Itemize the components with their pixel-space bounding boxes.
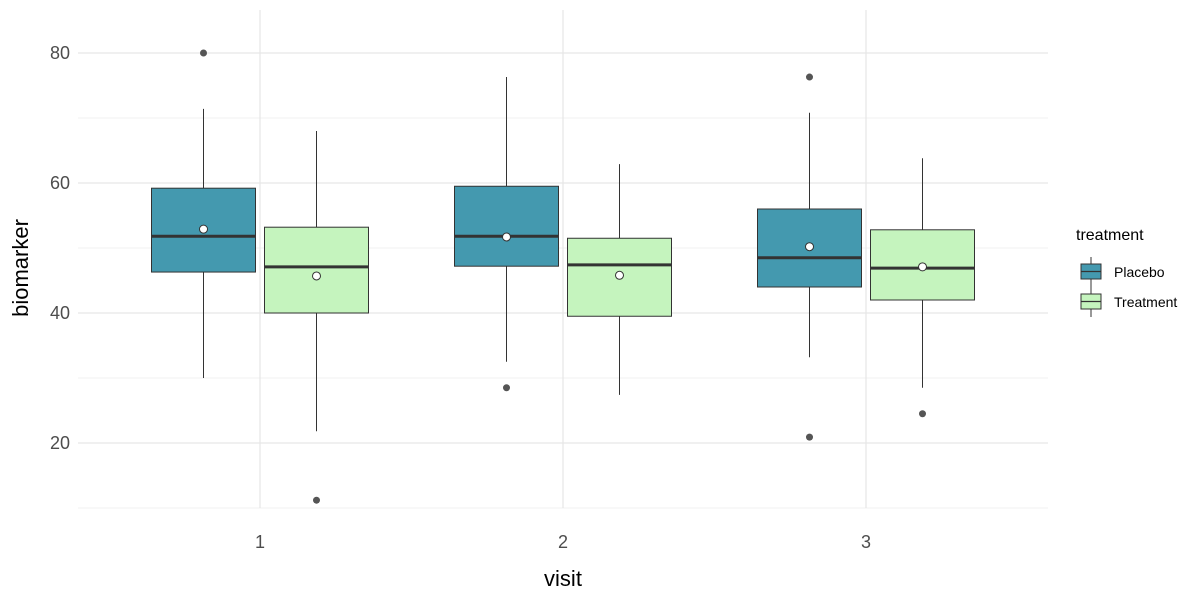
y-tick-label: 80 [50, 43, 70, 63]
mean-point [502, 232, 511, 242]
box [264, 226, 369, 314]
x-tick-label: 2 [558, 532, 568, 552]
mean-point [805, 242, 814, 252]
box-placebo-visit-2 [454, 77, 559, 392]
y-tick-label: 40 [50, 303, 70, 323]
y-axis-label: biomarker [8, 219, 33, 317]
box-treatment-visit-3 [870, 158, 975, 418]
x-axis-label: visit [544, 566, 582, 591]
box-treatment-visit-1 [264, 131, 369, 504]
legend: treatment Placebo Treatment [1076, 227, 1177, 317]
box-placebo-visit-3 [757, 73, 862, 441]
outlier-point [200, 49, 207, 57]
x-tick-label: 3 [861, 532, 871, 552]
outlier-point [806, 433, 813, 441]
y-tick-label: 20 [50, 433, 70, 453]
legend-label: Placebo [1114, 264, 1165, 280]
outlier-point [503, 384, 510, 392]
y-tick-label: 60 [50, 173, 70, 193]
outlier-point [313, 496, 320, 504]
legend-label: Treatment [1114, 294, 1177, 310]
legend-item-treatment: Treatment [1080, 287, 1177, 317]
legend-item-placebo: Placebo [1080, 257, 1165, 287]
boxes [151, 49, 975, 504]
mean-point [918, 262, 927, 272]
outlier-point [919, 410, 926, 418]
outlier-point [806, 73, 813, 81]
mean-point [615, 270, 624, 280]
mean-point [199, 224, 208, 234]
box-placebo-visit-1 [151, 49, 256, 378]
x-tick-label: 1 [255, 532, 265, 552]
x-axis-ticks: 1 2 3 [255, 532, 871, 552]
legend-title: treatment [1076, 227, 1144, 244]
mean-point [312, 271, 321, 281]
box-treatment-visit-2 [567, 164, 672, 395]
box [454, 185, 559, 267]
y-axis-ticks: 20 40 60 80 [50, 43, 70, 453]
